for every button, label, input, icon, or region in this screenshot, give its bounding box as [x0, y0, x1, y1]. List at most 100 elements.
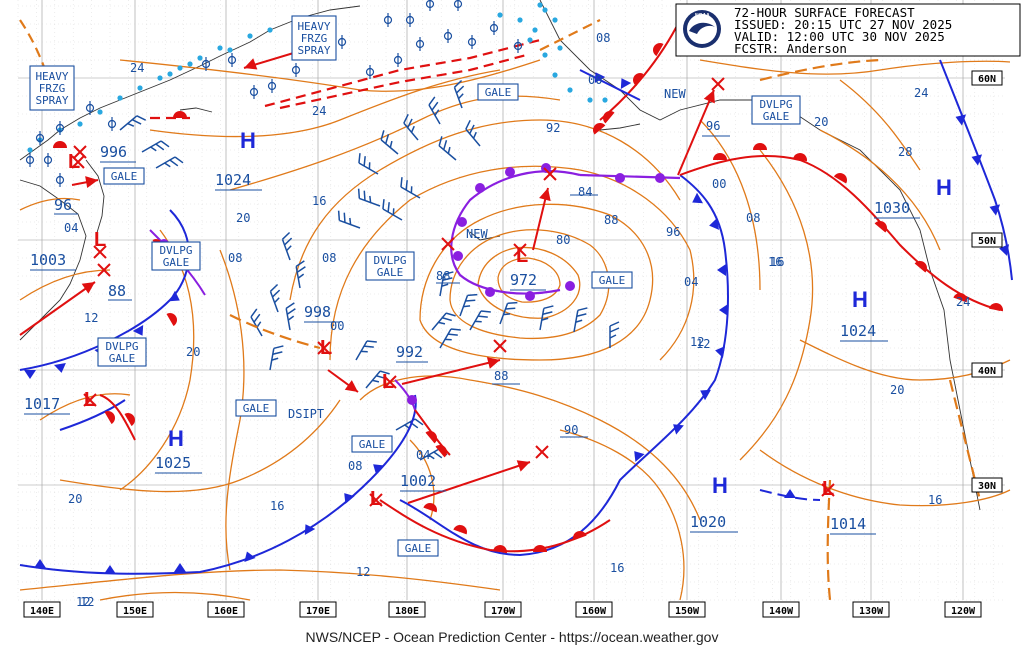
- lat-label: 50N: [978, 236, 996, 247]
- warning-text: DVLPG: [373, 254, 406, 267]
- trough-ne: [759, 58, 881, 82]
- low-pressure-972: 972: [510, 271, 537, 289]
- low-letter: L: [516, 245, 528, 267]
- trough-w: [229, 314, 321, 350]
- isobar-value: 12: [80, 595, 94, 609]
- low-pressure-88: 88: [108, 282, 126, 300]
- warning-text: DVLPG: [159, 244, 192, 257]
- high-letter-1024w: H: [240, 128, 256, 153]
- isobar-value: 04: [64, 221, 78, 235]
- warning-box: GALE: [351, 435, 393, 453]
- lon-label-box: [388, 601, 426, 618]
- isobar-value: 04: [416, 448, 430, 462]
- cold-front-se: [759, 489, 821, 501]
- high-pressure-1020: 1020: [690, 513, 726, 531]
- warning-text: GALE: [243, 402, 270, 415]
- isobar-value: 20: [814, 115, 828, 129]
- coastlines: [19, 0, 981, 511]
- low-letter: L: [320, 337, 332, 359]
- low-pressure-96: 96: [54, 196, 72, 214]
- warning-text: FRZG: [301, 32, 328, 45]
- warning-box: GALE: [591, 271, 633, 289]
- low-pressure-998: 998: [304, 303, 331, 321]
- longitude-labels: 140E 150E 160E 170E 180E 170W 160W 150W 140W 130W…: [23, 601, 982, 618]
- isobar-value: 20: [890, 383, 904, 397]
- lon-label: 130W: [859, 606, 884, 617]
- isobar-value: 16: [270, 499, 284, 513]
- lon-label-box: [762, 601, 800, 618]
- occluded-front: [450, 170, 581, 295]
- lon-label: 150W: [675, 606, 700, 617]
- occluded-mid: [394, 379, 416, 411]
- warning-text: HEAVY: [35, 70, 68, 83]
- trough-cold-w: [59, 399, 126, 431]
- future-positions: [71, 77, 835, 507]
- cold-front-east: [939, 59, 1013, 281]
- new-label-1: NEW: [664, 87, 686, 101]
- cold-front-ne: [579, 69, 641, 101]
- warning-box: GALE: [235, 399, 277, 417]
- isobar-value: 20: [68, 492, 82, 506]
- lon-label-box: [944, 601, 982, 618]
- high-letter-1025: H: [168, 426, 184, 451]
- warning-text: GALE: [359, 438, 386, 451]
- isobar-value: 92: [546, 121, 560, 135]
- dsipt-label: DSIPT: [288, 407, 324, 421]
- warning-text: GALE: [377, 266, 404, 279]
- low-pressure-992: 992: [396, 343, 423, 361]
- isobar-value: 88: [436, 269, 450, 283]
- isobar-value: 08: [596, 31, 610, 45]
- warning-text: HEAVY: [297, 20, 330, 33]
- isobar-value: 24: [956, 295, 970, 309]
- trough-ne2: [539, 19, 601, 51]
- isobar-value: 96: [706, 119, 720, 133]
- low-pressure-1014: 1014: [830, 515, 866, 533]
- isobar-value: 12: [356, 565, 370, 579]
- high-pressure-1030: 1030: [874, 199, 910, 217]
- trough-se: [826, 479, 832, 601]
- lon-label-box: [668, 601, 706, 618]
- low-letter: L: [382, 371, 394, 393]
- lat-label-box: [971, 362, 1003, 378]
- lon-label-box: [116, 601, 154, 618]
- isobar-value: 12: [84, 311, 98, 325]
- lon-label-box: [23, 601, 61, 618]
- warning-text: GALE: [599, 274, 626, 287]
- header-issued: ISSUED: 20:15 UTC 27 NOV 2025: [734, 17, 952, 32]
- low-letter: L: [822, 478, 834, 500]
- pressure-labels: 1024 1025 1020 1024 1030 96 1003 996 88 …: [24, 143, 910, 533]
- isobar-value: 12: [76, 595, 90, 609]
- isobar-value: 84: [578, 185, 592, 199]
- isobar-value: 24: [130, 61, 144, 75]
- lon-label-box: [575, 601, 613, 618]
- low-pressure-1003: 1003: [30, 251, 66, 269]
- warning-text: SPRAY: [297, 44, 330, 57]
- lon-label-box: [207, 601, 245, 618]
- high-letter-1024e: H: [852, 287, 868, 312]
- pressure-underlines: [24, 135, 920, 535]
- isobar-value: 90: [564, 423, 578, 437]
- isobar-value: 08: [746, 211, 760, 225]
- lon-label: 170E: [306, 606, 330, 617]
- isobar-value: 24: [914, 86, 928, 100]
- low-pressure-1017: 1017: [24, 395, 60, 413]
- warning-text: DVLPG: [759, 98, 792, 111]
- low-centers: L L L L L L L L: [68, 151, 834, 510]
- svg-text:NOAA: NOAA: [695, 13, 710, 19]
- isobar-value: 20: [186, 345, 200, 359]
- isobar-value: 16: [312, 194, 326, 208]
- lat-label-box: [971, 70, 1003, 86]
- warning-text: SPRAY: [35, 94, 68, 107]
- lat-label-box: [971, 477, 1003, 493]
- lon-label-box: [852, 601, 890, 618]
- isobar-value: 20: [236, 211, 250, 225]
- isobar-value: 08: [322, 251, 336, 265]
- lat-label: 60N: [978, 74, 996, 85]
- isobar-value: 08: [228, 251, 242, 265]
